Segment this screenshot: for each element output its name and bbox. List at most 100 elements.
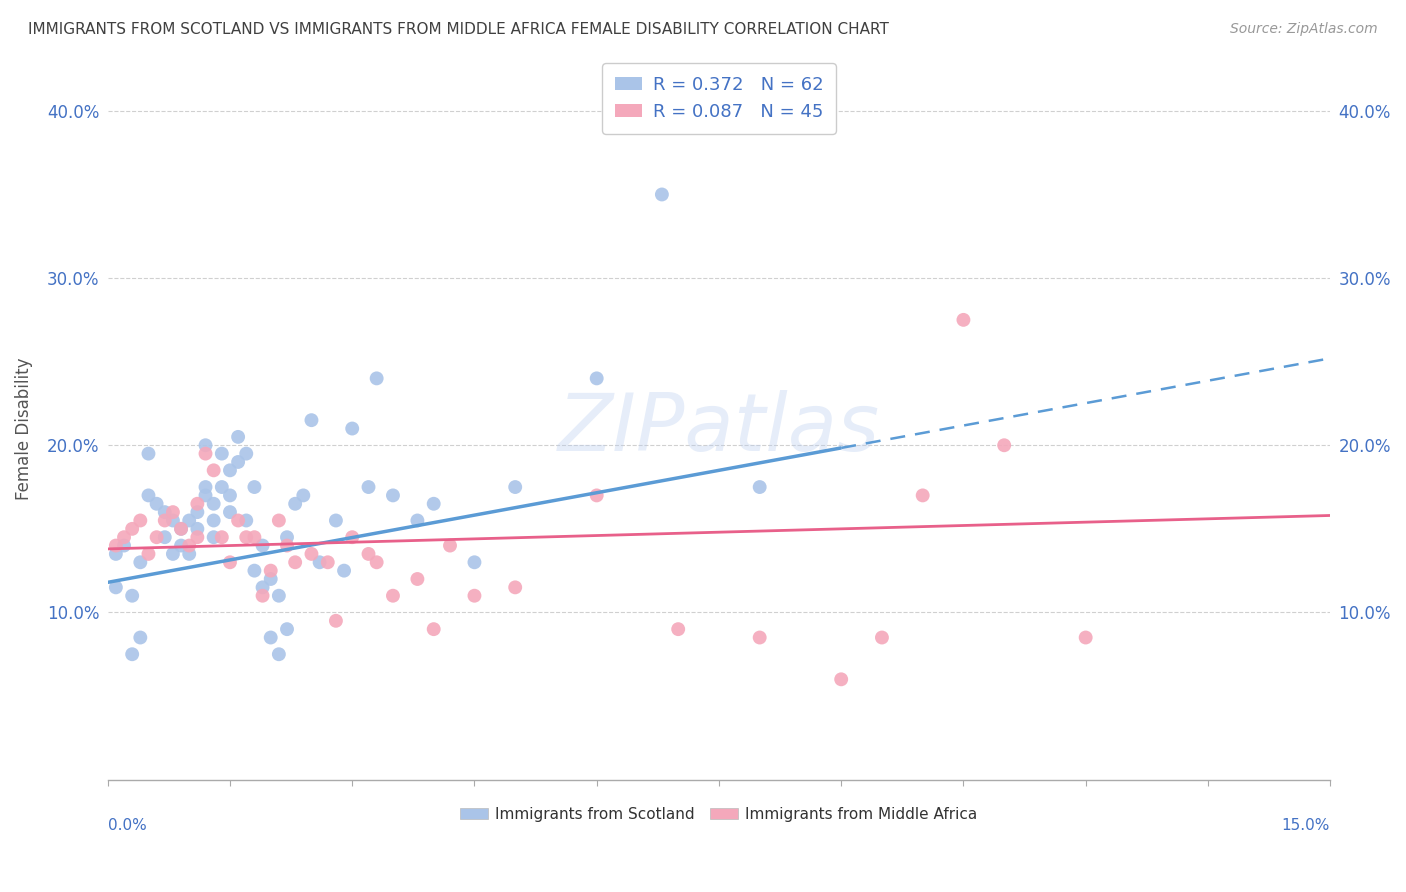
Point <box>301 547 323 561</box>
Text: ZIPatlas: ZIPatlas <box>558 390 880 467</box>
Point <box>138 547 160 561</box>
Point <box>252 589 274 603</box>
Point <box>357 547 380 561</box>
Point <box>219 505 242 519</box>
Point <box>406 572 429 586</box>
Point <box>162 505 184 519</box>
Point <box>179 539 201 553</box>
Point <box>870 631 893 645</box>
Point <box>202 497 225 511</box>
Text: IMMIGRANTS FROM SCOTLAND VS IMMIGRANTS FROM MIDDLE AFRICA FEMALE DISABILITY CORR: IMMIGRANTS FROM SCOTLAND VS IMMIGRANTS F… <box>28 22 889 37</box>
Point <box>342 421 364 435</box>
Point <box>381 589 404 603</box>
Point <box>211 530 233 544</box>
Point <box>585 371 607 385</box>
Point <box>235 447 257 461</box>
Point <box>194 488 217 502</box>
Point <box>585 488 607 502</box>
Point <box>422 497 444 511</box>
Point <box>260 631 283 645</box>
Point <box>292 488 315 502</box>
Text: 0.0%: 0.0% <box>108 818 146 833</box>
Point <box>186 497 208 511</box>
Point <box>194 438 217 452</box>
Point <box>366 371 388 385</box>
Point <box>104 539 127 553</box>
Point <box>748 631 770 645</box>
Point <box>463 555 485 569</box>
Point <box>219 488 242 502</box>
Point <box>226 514 249 528</box>
Point <box>276 530 298 544</box>
Point <box>651 187 673 202</box>
Point <box>186 505 208 519</box>
Point <box>267 589 290 603</box>
Point <box>170 522 193 536</box>
Point <box>666 622 689 636</box>
Point <box>226 455 249 469</box>
Point <box>138 447 160 461</box>
Point <box>1074 631 1097 645</box>
Legend: Immigrants from Scotland, Immigrants from Middle Africa: Immigrants from Scotland, Immigrants fro… <box>454 801 984 828</box>
Point <box>235 514 257 528</box>
Point <box>325 614 347 628</box>
Point <box>325 514 347 528</box>
Point <box>153 530 176 544</box>
Point <box>267 647 290 661</box>
Point <box>830 673 852 687</box>
Text: 15.0%: 15.0% <box>1282 818 1330 833</box>
Y-axis label: Female Disability: Female Disability <box>15 358 32 500</box>
Point <box>129 631 152 645</box>
Point <box>179 547 201 561</box>
Point <box>121 522 143 536</box>
Point <box>406 514 429 528</box>
Point <box>129 555 152 569</box>
Point <box>301 413 323 427</box>
Point <box>422 622 444 636</box>
Point <box>439 539 461 553</box>
Point <box>153 505 176 519</box>
Point <box>219 555 242 569</box>
Point <box>186 530 208 544</box>
Point <box>219 463 242 477</box>
Point <box>104 547 127 561</box>
Point <box>276 539 298 553</box>
Point <box>333 564 356 578</box>
Point <box>235 530 257 544</box>
Point <box>186 522 208 536</box>
Point <box>748 480 770 494</box>
Point <box>267 514 290 528</box>
Point <box>243 564 266 578</box>
Point <box>252 580 274 594</box>
Point <box>211 480 233 494</box>
Point <box>145 497 167 511</box>
Point <box>226 430 249 444</box>
Point <box>211 447 233 461</box>
Point <box>153 514 176 528</box>
Point <box>162 514 184 528</box>
Point <box>202 463 225 477</box>
Point <box>260 564 283 578</box>
Point <box>260 572 283 586</box>
Point <box>276 622 298 636</box>
Point <box>342 530 364 544</box>
Point <box>170 539 193 553</box>
Point <box>202 530 225 544</box>
Text: Source: ZipAtlas.com: Source: ZipAtlas.com <box>1230 22 1378 37</box>
Point <box>952 313 974 327</box>
Point <box>129 514 152 528</box>
Point <box>121 647 143 661</box>
Point <box>284 555 307 569</box>
Point <box>243 480 266 494</box>
Point <box>993 438 1015 452</box>
Point <box>138 488 160 502</box>
Point <box>145 530 167 544</box>
Point <box>381 488 404 502</box>
Point <box>170 522 193 536</box>
Point <box>202 514 225 528</box>
Point <box>112 530 135 544</box>
Point <box>463 589 485 603</box>
Point <box>911 488 934 502</box>
Point <box>284 497 307 511</box>
Point <box>503 580 526 594</box>
